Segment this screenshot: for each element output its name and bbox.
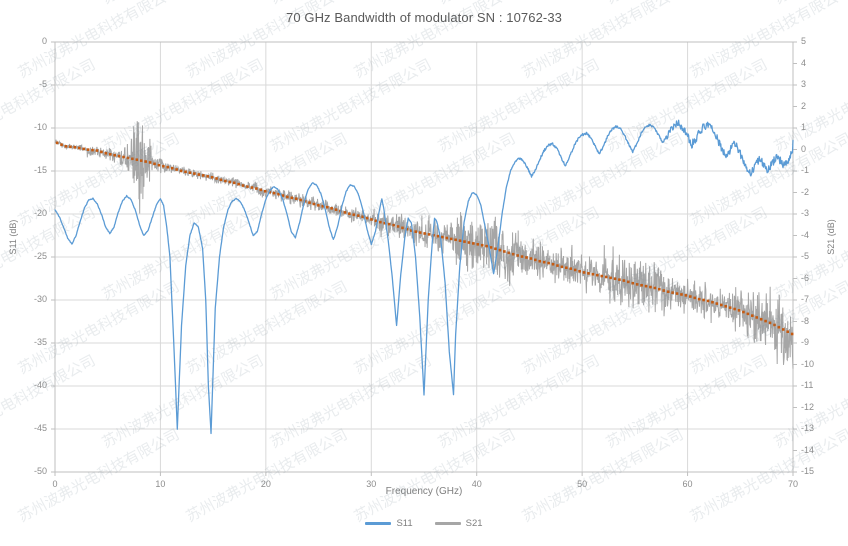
x-tick-60: 60: [682, 479, 693, 489]
y-tick-left--20: -20: [33, 208, 47, 218]
y-tick-right--10: -10: [801, 358, 815, 369]
x-tick-20: 20: [260, 479, 271, 489]
y-tick-left--15: -15: [33, 165, 47, 175]
legend-swatch-s21: [434, 522, 461, 525]
y-tick-left-0: 0: [41, 36, 47, 46]
legend-label-s11: S11: [396, 518, 413, 529]
y-tick-right-0: 0: [801, 143, 807, 154]
x-tick-70: 70: [787, 479, 798, 489]
y-tick-right--4: -4: [801, 229, 810, 240]
x-tick-30: 30: [366, 479, 377, 489]
y-tick-left--30: -30: [33, 294, 47, 304]
y-tick-right--6: -6: [801, 272, 810, 283]
y-tick-right--3: -3: [801, 208, 810, 218]
y-tick-right-4: 4: [801, 57, 807, 68]
y-tick-right-1: 1: [801, 122, 807, 132]
legend-item-s21[interactable]: S21: [434, 518, 483, 529]
y-tick-right--2: -2: [801, 186, 810, 197]
y-tick-right--11: -11: [801, 380, 814, 390]
y-tick-right-5: 5: [801, 36, 807, 46]
y-tick-right--5: -5: [801, 251, 810, 261]
series-line-s21: [54, 121, 794, 369]
chart-legend: S11 S21: [0, 518, 848, 529]
y-tick-right--7: -7: [801, 294, 810, 304]
y-tick-right--9: -9: [801, 337, 810, 347]
chart-title: 70 GHz Bandwidth of modulator SN : 10762…: [285, 10, 562, 25]
x-tick-40: 40: [471, 479, 482, 489]
legend-swatch-s11: [365, 522, 392, 525]
y-tick-right--1: -1: [801, 165, 810, 175]
legend-item-s11[interactable]: S11: [365, 518, 413, 529]
trendline-s21: [55, 141, 794, 336]
y-tick-right-3: 3: [801, 79, 807, 89]
series-line-s11: [54, 119, 794, 435]
y-tick-right--13: -13: [801, 423, 815, 433]
y-tick-left--45: -45: [33, 423, 47, 433]
y-tick-right--14: -14: [801, 444, 815, 455]
y-tick-right--8: -8: [801, 315, 810, 326]
y-tick-right-2: 2: [801, 100, 807, 111]
y-tick-left--50: -50: [33, 466, 47, 476]
axis-ticks: [51, 41, 797, 476]
y-tick-left--10: -10: [33, 122, 47, 132]
x-tick-50: 50: [577, 479, 588, 489]
x-tick-0: 0: [52, 479, 58, 489]
x-axis-title: Frequency (GHz): [385, 486, 463, 497]
y-tick-left--40: -40: [33, 380, 47, 390]
y-tick-right--15: -15: [801, 466, 815, 476]
y-tick-right--12: -12: [801, 401, 815, 412]
x-tick-10: 10: [155, 479, 166, 489]
y-tick-left--35: -35: [33, 337, 47, 347]
y-tick-left--25: -25: [33, 251, 47, 261]
grid-lines: [54, 41, 794, 473]
y-tick-left--5: -5: [38, 79, 47, 89]
legend-label-s21: S21: [465, 518, 483, 529]
